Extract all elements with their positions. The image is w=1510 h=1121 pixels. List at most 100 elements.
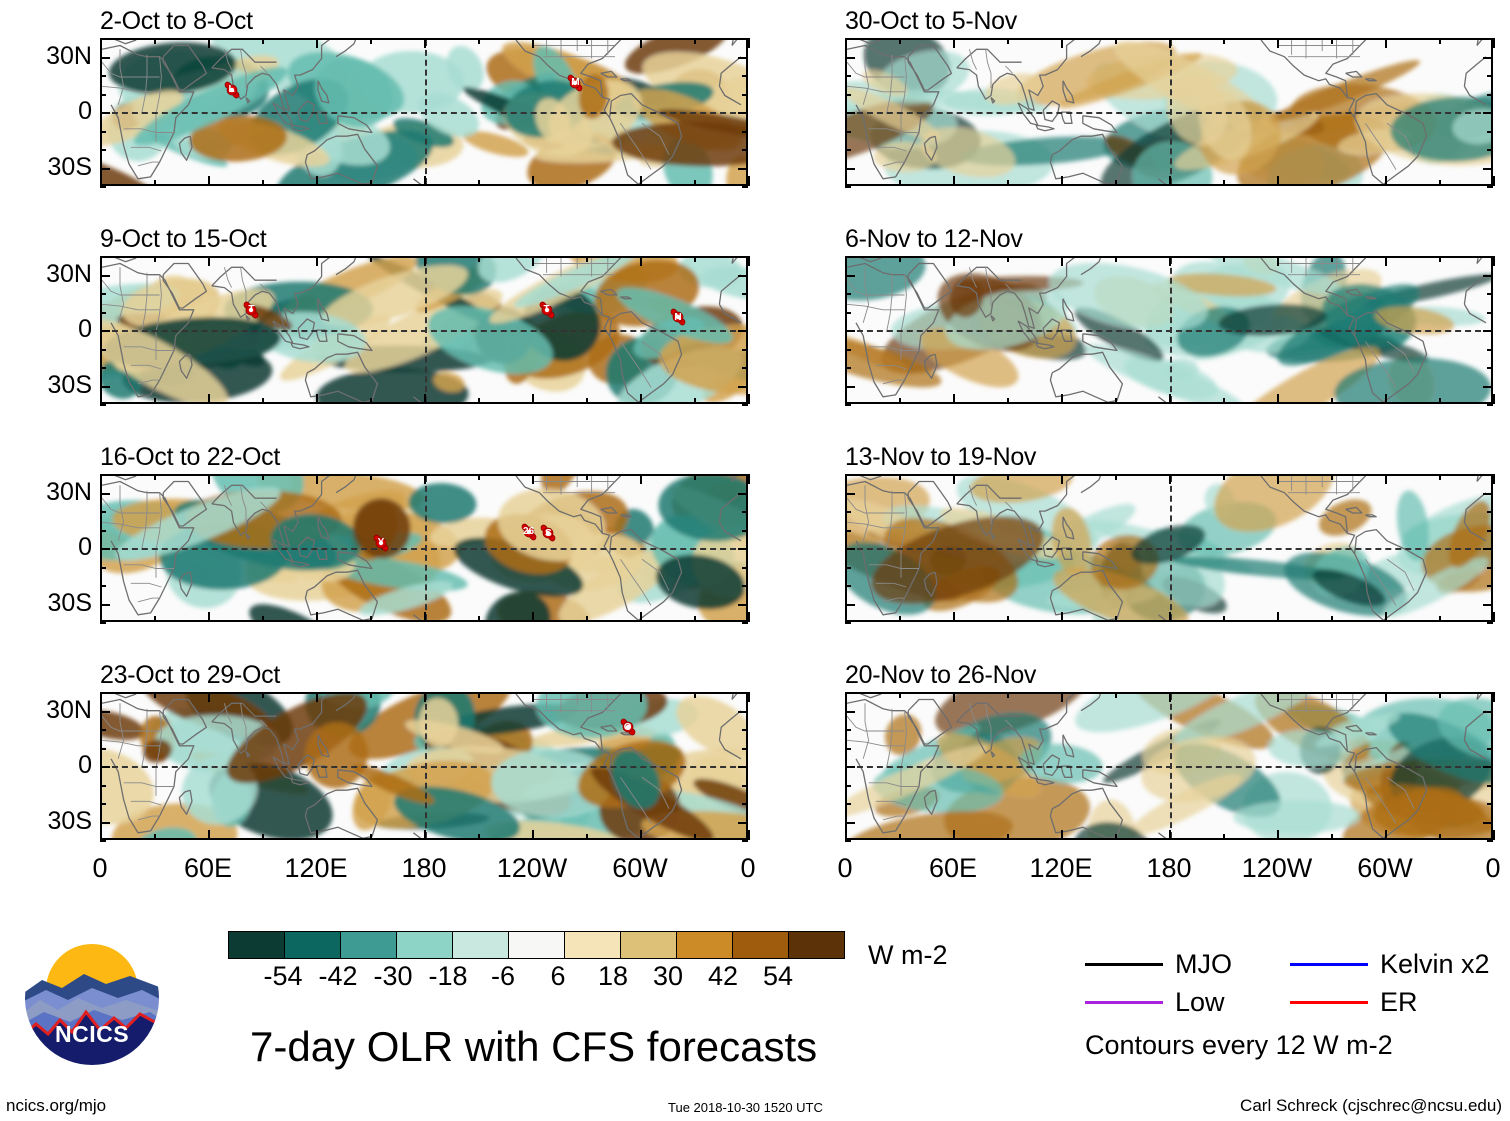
storm-marker[interactable]: S [537,520,559,546]
y-axis-tick [1483,492,1493,495]
storm-marker[interactable]: O [617,714,639,740]
panel-plot-area [845,692,1493,840]
y-axis-tick [845,404,851,406]
political-borders [847,258,1415,388]
y-axis-tick [100,566,106,569]
y-axis-tick [738,56,748,59]
y-axis-tick-label: 30N [46,259,92,288]
y-axis-tick [1487,311,1493,314]
x-axis-tick [1115,398,1117,404]
storm-marker[interactable]: N [667,304,689,330]
x-axis-tick [1493,394,1495,404]
y-axis-tick [738,548,748,550]
x-axis-tick [1007,256,1009,262]
political-borders [102,40,670,170]
storm-marker[interactable]: Y [370,530,392,556]
storm-label: T [248,304,255,316]
x-axis-tick [748,830,750,840]
kelvin-line-swatch [1290,962,1368,966]
storm-marker[interactable]: T [536,297,558,323]
y-axis-tick [1487,622,1493,624]
y-axis-tick [100,149,106,151]
x-axis-tick [1331,180,1333,186]
x-axis-tick [1277,176,1279,186]
coastlines [847,476,1487,620]
y-axis-tick [100,404,106,406]
x-axis-tick [1007,834,1009,840]
y-axis-tick [100,548,110,550]
x-axis-tick [208,394,210,404]
y-axis-tick-label: 0 [78,315,92,343]
dateline [425,40,427,184]
x-axis-tick [899,180,901,186]
colorbar-tick-label: -18 [428,961,468,991]
y-axis-tick [1487,585,1493,587]
x-axis-tick [1439,398,1441,404]
x-axis-tick [586,256,588,262]
storm-label: 26 [523,526,535,537]
political-borders [847,694,1415,824]
x-axis-tick [154,474,156,480]
x-axis-tick [154,616,156,622]
y-axis-tick [845,474,851,476]
y-axis-tick [100,311,106,314]
y-axis-tick [738,821,748,824]
x-axis-tick [100,474,102,484]
olr-anomaly-field [102,40,746,184]
x-axis-tick [694,474,696,480]
y-axis-tick [845,330,855,332]
footer-website[interactable]: ncics.org/mjo [6,1096,107,1115]
y-axis-tick [742,256,748,258]
x-axis-tick [845,394,847,404]
x-axis-tick [899,616,901,622]
x-axis-tick [1385,612,1387,622]
x-axis-tick [694,692,696,698]
y-axis-tick [845,747,851,750]
y-axis-tick [100,330,110,332]
storm-marker[interactable]: L [221,77,243,103]
x-axis-tick [100,692,102,702]
storm-marker[interactable]: 26 [518,519,540,545]
y-axis-tick [1483,821,1493,824]
panel-plot-area: O [100,692,748,840]
x-axis-tick [532,394,534,404]
x-axis-tick [1277,256,1279,266]
y-axis-tick [1487,293,1493,295]
cyclone-icon [373,534,389,551]
y-axis-tick [100,766,110,768]
x-axis-tick-label: 0 [837,853,853,883]
equator-line [847,548,1491,550]
x-axis-tick [899,256,901,262]
y-axis-tick [738,385,748,388]
x-axis-tick [154,692,156,698]
y-axis-tick [742,130,748,133]
y-axis-tick [100,710,110,713]
y-axis-tick [100,186,106,188]
storm-marker[interactable]: T [240,297,262,323]
panel-title: 20-Nov to 26-Nov [845,661,1037,689]
x-axis-tick [532,38,534,48]
x-axis-tick [899,474,901,480]
x-axis-tick [100,38,102,48]
x-axis-tick [478,692,480,698]
y-axis-tick [1483,167,1493,170]
y-axis-tick [1487,130,1493,133]
x-axis-tick [748,394,750,404]
storm-marker[interactable]: M [564,70,586,96]
y-axis-tick [1487,38,1493,40]
y-axis-tick [742,747,748,750]
x-axis-tick [953,256,955,266]
panel-plot-area [845,474,1493,622]
x-axis-tick [845,38,847,48]
y-axis-tick [742,348,748,351]
equator-line [847,766,1491,768]
legend-item-er: ER [1290,987,1495,1018]
colorbar-tick-label: 18 [597,961,629,991]
y-axis-tick [100,56,110,59]
contour-interval-note: Contours every 12 W m-2 [1085,1030,1393,1060]
colorbar-band [788,932,844,958]
olr-anomaly-field [102,694,746,838]
panel-plot-area [845,38,1493,186]
y-axis-tick [738,492,748,495]
political-borders [847,476,1415,606]
